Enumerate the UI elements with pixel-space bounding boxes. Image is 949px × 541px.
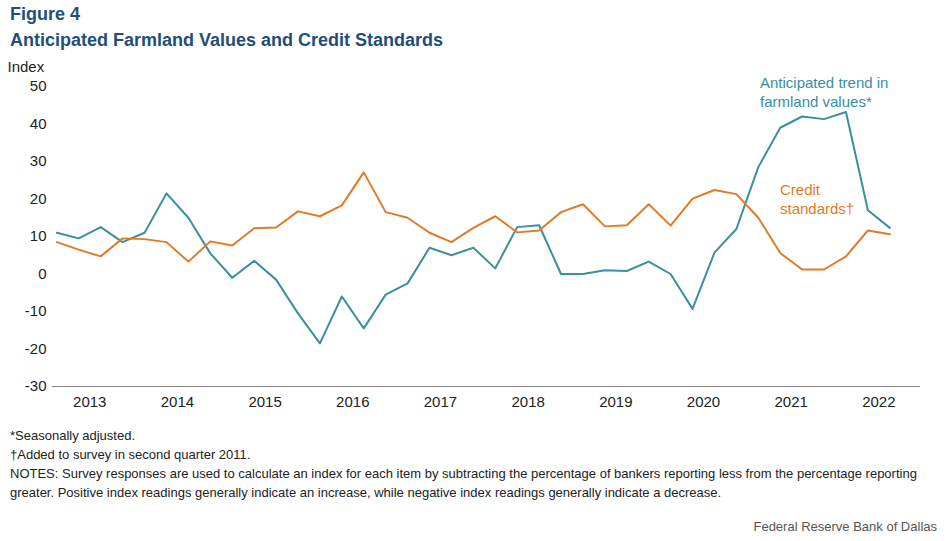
svg-text:2018: 2018 (511, 393, 544, 410)
svg-text:50: 50 (30, 77, 47, 94)
html-text:Anticipated Farmland Values an: Anticipated Farmland Values and Credit S… (10, 30, 444, 50)
svg-text:2019: 2019 (599, 393, 632, 410)
svg-text:30: 30 (30, 152, 47, 169)
svg-text:-30: -30 (25, 377, 47, 394)
svg-text:0: 0 (38, 265, 46, 282)
html-text:*Seasonally adjusted.: *Seasonally adjusted. (10, 428, 135, 443)
svg-text:2014: 2014 (161, 393, 194, 410)
svg-text:2020: 2020 (687, 393, 720, 410)
svg-text:2022: 2022 (862, 393, 895, 410)
html-text:Figure 4: Figure 4 (10, 4, 80, 24)
html-text:†Added to survey in second qua: †Added to survey in second quarter 2011. (10, 447, 251, 462)
svg-text:2021: 2021 (774, 393, 807, 410)
svg-text:Index: Index (8, 58, 45, 75)
html-text:NOTES: Survey responses are us: NOTES: Survey responses are used to calc… (10, 466, 917, 500)
svg-text:2016: 2016 (336, 393, 369, 410)
svg-text:-10: -10 (25, 302, 47, 319)
svg-text:10: 10 (30, 227, 47, 244)
svg-text:2017: 2017 (424, 393, 457, 410)
html-text:Credit standards†: Credit standards† (780, 181, 855, 217)
html-text:Federal Reserve Bank of Dallas: Federal Reserve Bank of Dallas (753, 519, 937, 534)
svg-text:2013: 2013 (73, 393, 106, 410)
svg-text:40: 40 (30, 115, 47, 132)
svg-text:2015: 2015 (248, 393, 281, 410)
svg-text:-20: -20 (25, 340, 47, 357)
html-text:Anticipated trend in farmland: Anticipated trend in farmland values* (760, 74, 889, 110)
svg-text:20: 20 (30, 190, 47, 207)
